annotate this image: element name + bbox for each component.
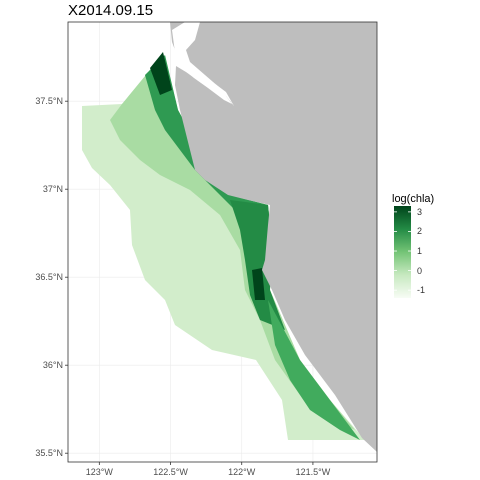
san-francisco-bay (172, 22, 232, 104)
x-tick-label: 122.5°W (153, 467, 188, 477)
legend-tick-label: 1 (417, 246, 423, 257)
x-tick-label: 123°W (86, 467, 114, 477)
x-tick-label: 121.5°W (296, 467, 331, 477)
y-tick-label: 35.5°N (35, 448, 63, 458)
legend-tick-label: 0 (417, 265, 423, 276)
legend-title: log(chla) (392, 193, 435, 205)
southern-coast-band (268, 300, 360, 440)
y-tick-label: 36.5°N (35, 272, 63, 282)
map-title: X2014.09.15 (68, 2, 154, 19)
panel-border (67, 21, 378, 463)
legend-tick-label: -1 (417, 285, 426, 296)
land-mass (170, 22, 377, 452)
chlorophyll-raster (82, 52, 365, 440)
legend-colorbar (394, 206, 411, 298)
monterey-bay-high-chla (230, 200, 285, 330)
mid-chla-region (110, 58, 355, 430)
legend-tick-label: 3 (417, 206, 423, 217)
bay-mouth-peak (150, 52, 172, 95)
legend-tick-label: 2 (417, 226, 423, 237)
axes: 123°W 122.5°W 122°W 121.5°W 37.5°N 37°N 36.5°N… (35, 96, 330, 477)
legend-ticks (394, 211, 411, 291)
x-tick-label: 122°W (228, 467, 256, 477)
plot-panel: 123°W 122.5°W 122°W 121.5°W 37.5°N 37°N 36.5°N… (35, 21, 378, 477)
y-tick-label: 37.5°N (35, 96, 63, 106)
y-tick-label: 36°N (43, 360, 63, 370)
y-tick-label: 37°N (43, 184, 63, 194)
monterey-peak (252, 268, 265, 300)
